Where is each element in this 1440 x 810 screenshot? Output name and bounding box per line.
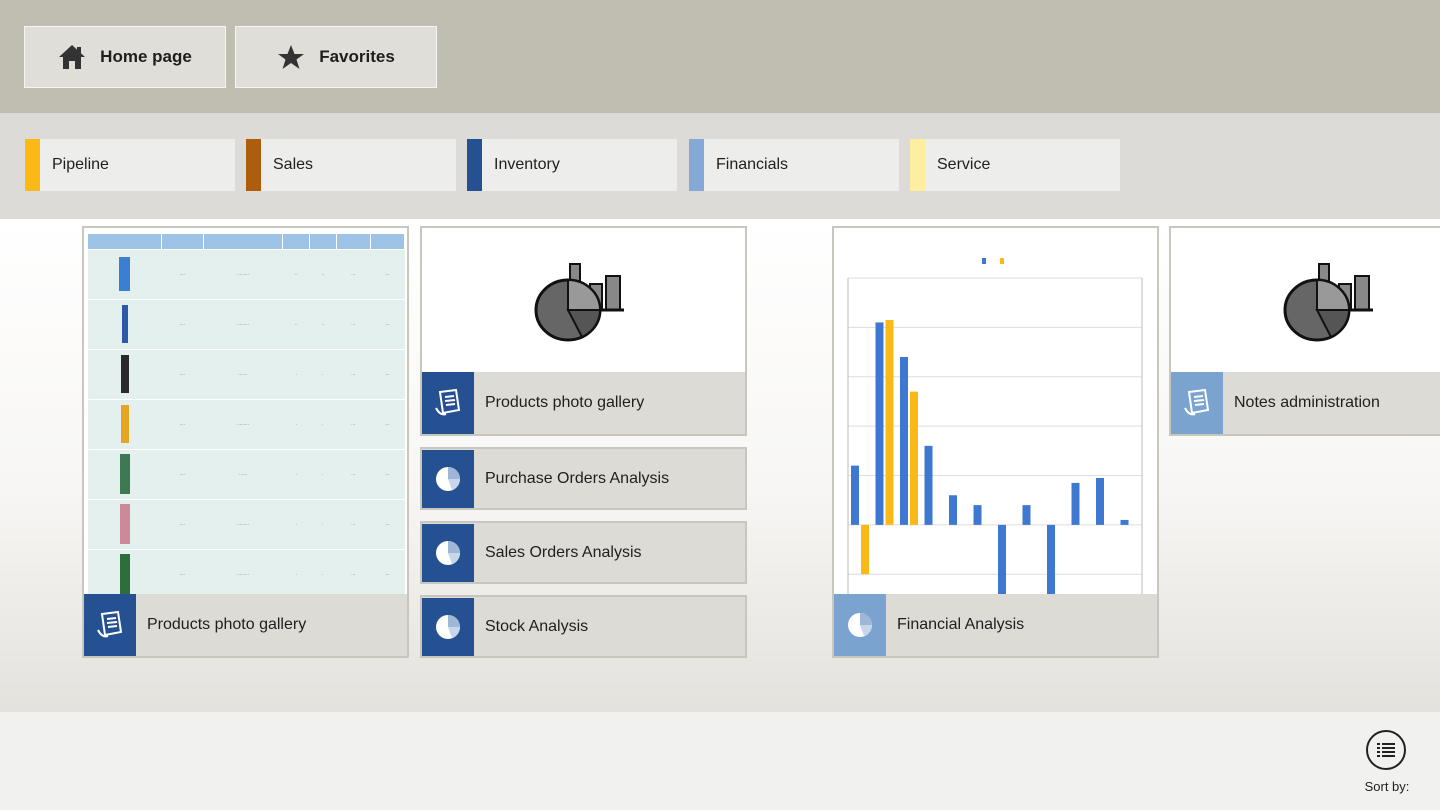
sales-orders-analysis-tile[interactable]: Sales Orders Analysis: [420, 521, 747, 584]
tile-label: Notes administration: [1234, 394, 1380, 411]
category-pipeline[interactable]: Pipeline: [25, 139, 235, 191]
category-label: Inventory: [494, 156, 560, 173]
favorites-label: Favorites: [319, 47, 395, 66]
category-bar: Pipeline Sales Inventory Financials Serv…: [0, 113, 1440, 219]
home-page-label: Home page: [100, 47, 192, 66]
home-page-button[interactable]: Home page: [24, 26, 226, 88]
chart-bar: [900, 357, 908, 525]
tile-footer: Financial Analysis: [834, 594, 1157, 656]
chart-bar: [1071, 482, 1080, 525]
document-list-icon: [422, 372, 474, 434]
tile-footer: Notes administration: [1171, 372, 1440, 434]
list-icon: [1377, 743, 1395, 757]
chart-bar: [851, 465, 859, 525]
sort-button[interactable]: [1366, 730, 1406, 770]
sales-color-swatch: [246, 139, 261, 191]
inventory-color-swatch: [467, 139, 482, 191]
products-photo-gallery-tile-small[interactable]: Products photo gallery: [420, 226, 747, 436]
chart-bar: [949, 495, 957, 525]
category-label: Pipeline: [52, 156, 109, 173]
report-chart-icon: [534, 263, 624, 342]
home-icon: [59, 45, 86, 69]
financial-chart-thumbnail: [847, 258, 1143, 594]
document-list-icon: [84, 594, 136, 656]
chart-bar: [973, 505, 982, 525]
chart-bar: [1047, 524, 1055, 594]
pie-chart-icon: [834, 594, 886, 656]
legend-swatch: [1000, 258, 1004, 264]
chart-bar: [885, 319, 894, 525]
category-inventory[interactable]: Inventory: [467, 139, 677, 191]
pipeline-color-swatch: [25, 139, 40, 191]
bottom-app-bar: [0, 712, 1440, 810]
pie-chart-icon: [422, 597, 474, 656]
category-label: Service: [937, 156, 991, 173]
tile-label: Stock Analysis: [485, 617, 589, 635]
favorites-button[interactable]: Favorites: [235, 26, 437, 88]
tile-label: Financial Analysis: [897, 616, 1025, 633]
tile-footer: Products photo gallery: [84, 594, 407, 656]
category-financials[interactable]: Financials: [689, 139, 899, 191]
tile-footer: Products photo gallery: [422, 372, 745, 434]
category-label: Sales: [273, 156, 314, 173]
spreadsheet-thumbnail: ···· ········· ·· ·· ··· ··· ···· ········· ·· ·…: [86, 233, 406, 600]
chart-bar: [910, 391, 918, 525]
top-app-bar: Home page Favorites: [0, 0, 1440, 113]
tile-label: Products photo gallery: [147, 616, 307, 633]
financials-color-swatch: [689, 139, 704, 191]
stock-analysis-tile[interactable]: Stock Analysis: [420, 595, 747, 658]
pie-chart-icon: [422, 449, 474, 508]
chart-bar: [1096, 477, 1104, 525]
star-icon: [278, 45, 305, 69]
chart-bar: [1120, 519, 1129, 525]
chart-bar: [924, 445, 933, 525]
report-chart-icon: [1283, 263, 1373, 342]
pie-chart-icon: [422, 523, 474, 582]
category-sales[interactable]: Sales: [246, 139, 456, 191]
chart-bar: [875, 322, 884, 525]
financial-analysis-tile[interactable]: Financial Analysis: [832, 226, 1159, 658]
tile-label: Purchase Orders Analysis: [485, 469, 670, 487]
legend-swatch: [982, 258, 986, 264]
products-photo-gallery-tile[interactable]: ···· ········· ·· ·· ··· ··· ···· ········· ·· ·…: [82, 226, 409, 658]
chart-bar: [1022, 505, 1031, 525]
tile-label: Products photo gallery: [485, 394, 645, 411]
chart-bar: [998, 524, 1006, 594]
category-service[interactable]: Service: [910, 139, 1120, 191]
document-list-icon: [1171, 372, 1223, 434]
service-color-swatch: [910, 139, 925, 191]
purchase-orders-analysis-tile[interactable]: Purchase Orders Analysis: [420, 447, 747, 510]
tile-label: Sales Orders Analysis: [485, 543, 642, 561]
chart-bar: [861, 524, 869, 575]
sort-label: Sort by:: [1364, 779, 1410, 794]
category-label: Financials: [716, 156, 789, 173]
notes-administration-tile[interactable]: Notes administration: [1169, 226, 1440, 436]
